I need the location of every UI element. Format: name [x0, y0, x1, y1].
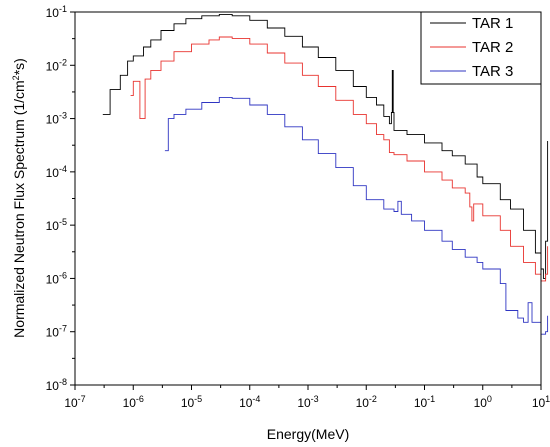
x-tick-base: 10: [532, 396, 546, 410]
x-tick-label: 101: [532, 394, 550, 410]
y-tick-base: 10: [46, 379, 60, 393]
x-tick-base: 10: [239, 396, 253, 410]
x-tick-exponent: -1: [427, 394, 435, 404]
x-tick-label: 10-4: [239, 394, 260, 410]
y-tick-label: 10-6: [46, 270, 67, 286]
y-tick-label: 10-1: [46, 4, 67, 20]
y-tick-base: 10: [46, 326, 60, 340]
y-tick-exponent: -3: [59, 111, 67, 121]
x-tick-base: 10: [297, 396, 311, 410]
y-tick-label: 10-4: [46, 164, 67, 180]
x-tick-label: 10-7: [64, 394, 85, 410]
axis-layer: 10-7 10-6 10-5 10-4 10-3 10-2 10-1 100 10110-810…: [46, 4, 550, 410]
x-tick-label: 100: [474, 394, 492, 410]
series-line-tar-3: [164, 96, 549, 335]
x-tick-label: 10-1: [414, 394, 435, 410]
y-tick-label: 10-3: [46, 111, 67, 127]
x-tick-base: 10: [474, 396, 488, 410]
plot-frame: [74, 11, 542, 386]
x-tick-exponent: 0: [487, 394, 492, 404]
x-tick-label: 10-5: [181, 394, 202, 410]
y-tick-exponent: -1: [59, 4, 67, 14]
y-tick-exponent: -7: [59, 324, 67, 334]
legend-label-tar-1: TAR 1: [472, 15, 513, 32]
y-axis-title-main: Normalized Neutron Flux Spectrum (1/cm: [11, 80, 27, 338]
y-tick-exponent: -6: [59, 270, 67, 280]
x-tick-exponent: -3: [311, 394, 319, 404]
x-tick-exponent: -7: [78, 394, 86, 404]
y-tick-base: 10: [46, 6, 60, 20]
x-tick-exponent: -4: [252, 394, 260, 404]
x-tick-label: 10-2: [356, 394, 377, 410]
y-tick-base: 10: [46, 166, 60, 180]
y-tick-exponent: -8: [59, 377, 67, 387]
y-tick-label: 10-8: [46, 377, 67, 393]
y-tick-base: 10: [46, 59, 60, 73]
x-tick-exponent: -5: [194, 394, 202, 404]
y-tick-base: 10: [46, 272, 60, 286]
y-tick-exponent: -2: [59, 57, 67, 67]
series-line-tar-1: [102, 13, 549, 279]
legend: TAR 1 TAR 2 TAR 3: [420, 11, 542, 85]
x-tick-base: 10: [356, 396, 370, 410]
x-axis-title: Energy(MeV): [267, 426, 349, 442]
x-tick-base: 10: [181, 396, 195, 410]
y-axis-title-end: *s): [11, 58, 27, 75]
x-tick-label: 10-3: [297, 394, 318, 410]
series-line-tar-2: [130, 36, 549, 282]
y-tick-base: 10: [46, 113, 60, 127]
x-tick-exponent: -2: [369, 394, 377, 404]
y-tick-exponent: -4: [59, 164, 67, 174]
y-tick-label: 10-5: [46, 217, 67, 233]
x-tick-base: 10: [123, 396, 137, 410]
y-axis-title: Normalized Neutron Flux Spectrum (1/cm2*…: [11, 58, 27, 338]
y-tick-label: 10-7: [46, 324, 67, 340]
x-tick-base: 10: [64, 396, 78, 410]
legend-box: [420, 11, 542, 85]
y-axis-title-sup: 2: [11, 75, 21, 80]
y-tick-label: 10-2: [46, 57, 67, 73]
legend-label-tar-3: TAR 3: [472, 63, 513, 80]
y-tick-base: 10: [46, 219, 60, 233]
legend-label-tar-2: TAR 2: [472, 39, 513, 56]
x-tick-base: 10: [414, 396, 428, 410]
series-layer: [102, 13, 549, 335]
y-tick-exponent: -5: [59, 217, 67, 227]
x-tick-exponent: -6: [136, 394, 144, 404]
x-tick-label: 10-6: [123, 394, 144, 410]
x-tick-exponent: 1: [545, 394, 550, 404]
